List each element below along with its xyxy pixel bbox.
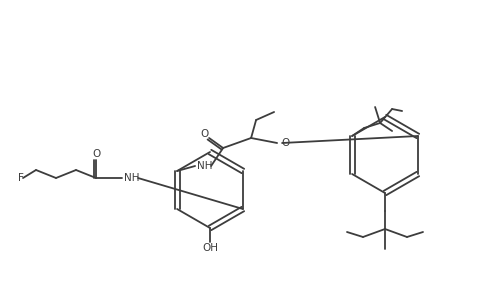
Text: O: O bbox=[281, 138, 289, 148]
Text: O: O bbox=[200, 129, 208, 139]
Text: NH: NH bbox=[124, 173, 139, 183]
Text: O: O bbox=[92, 149, 100, 159]
Text: NH: NH bbox=[197, 161, 212, 171]
Text: F: F bbox=[18, 173, 24, 183]
Text: OH: OH bbox=[202, 243, 218, 253]
